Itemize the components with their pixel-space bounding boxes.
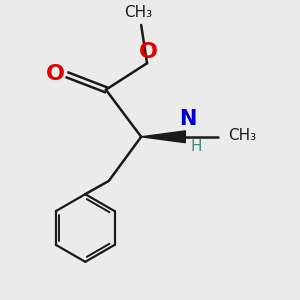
- Text: O: O: [139, 42, 158, 62]
- Polygon shape: [141, 131, 185, 143]
- Text: H: H: [191, 139, 202, 154]
- Text: CH₃: CH₃: [124, 5, 152, 20]
- Text: O: O: [46, 64, 65, 83]
- Text: N: N: [179, 109, 196, 128]
- Text: CH₃: CH₃: [228, 128, 256, 143]
